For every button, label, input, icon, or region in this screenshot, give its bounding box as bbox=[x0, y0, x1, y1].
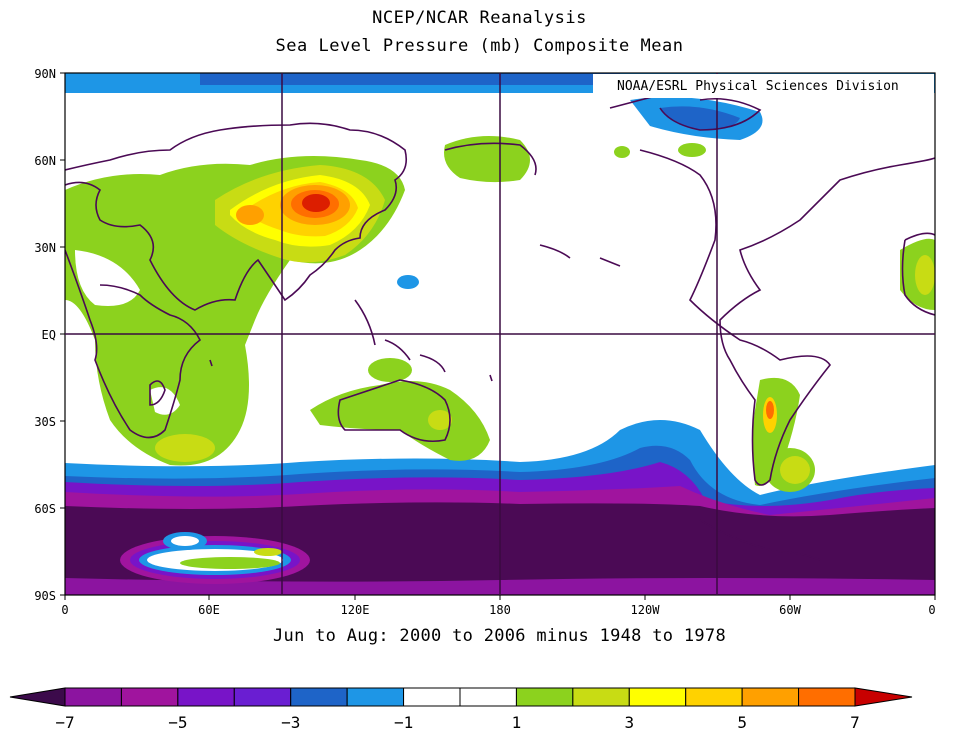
lat-labels: 90N 60N 30N EQ 30S 60S 90S bbox=[34, 67, 56, 603]
africa-white-gap bbox=[75, 250, 140, 306]
mideast-green bbox=[65, 208, 90, 250]
title-line-2: Sea Level Pressure (mb) Composite Mean bbox=[275, 36, 684, 56]
lon-label-0-west: 0 bbox=[61, 603, 68, 617]
colorbar-label: 5 bbox=[737, 713, 747, 732]
colorbar-boxes bbox=[64, 687, 856, 707]
colorbar-box bbox=[685, 687, 743, 707]
colorbar-box bbox=[64, 687, 122, 707]
antarctic-ring-green bbox=[180, 557, 280, 569]
colorbar-low-arrow bbox=[9, 687, 66, 707]
asia-side-orange bbox=[236, 205, 264, 225]
lon-label-120w: 120W bbox=[631, 603, 661, 617]
lat-label-90s: 90S bbox=[34, 589, 56, 603]
coastlines bbox=[65, 94, 935, 561]
south-africa-yellow bbox=[155, 434, 215, 462]
title-line-1: NCEP/NCAR Reanalysis bbox=[372, 8, 587, 28]
colorbar-box bbox=[741, 687, 800, 707]
colorbar-high-arrow bbox=[854, 687, 913, 707]
indonesia-positive bbox=[368, 358, 412, 382]
colorbar-box bbox=[120, 687, 179, 707]
lon-label-0-east: 0 bbox=[928, 603, 935, 617]
n-africa-yellow bbox=[915, 255, 935, 295]
lon-label-120e: 120E bbox=[341, 603, 370, 617]
lon-tick-marks bbox=[64, 595, 936, 600]
colorbar-box bbox=[346, 687, 405, 707]
colorbar-label: −3 bbox=[281, 713, 300, 732]
colorbar-box bbox=[628, 687, 687, 707]
subtitle: Jun to Aug: 2000 to 2006 minus 1948 to 1… bbox=[273, 626, 726, 646]
arctic-low-core bbox=[200, 73, 620, 85]
patagonia-orange bbox=[766, 401, 774, 419]
lon-label-180: 180 bbox=[489, 603, 511, 617]
colorbar-box bbox=[459, 687, 517, 707]
colorbar-label: −7 bbox=[55, 713, 74, 732]
alaska-positive bbox=[678, 143, 706, 157]
colorbar-box bbox=[233, 687, 292, 707]
colorbar-label: −5 bbox=[168, 713, 187, 732]
colorbar-box bbox=[515, 687, 574, 707]
colorbar: −7 −5 −3 −1 1 3 5 7 bbox=[9, 687, 913, 732]
asia-max-red bbox=[302, 194, 330, 212]
colorbar-label: −1 bbox=[394, 713, 413, 732]
lon-label-60e: 60E bbox=[198, 603, 220, 617]
lon-labels: 0 60E 120E 180 120W 60W 0 bbox=[61, 603, 935, 617]
lat-label-30n: 30N bbox=[34, 241, 56, 255]
map-panel: NOAA/ESRL Physical Sciences Division 90N… bbox=[34, 67, 936, 617]
colorbar-box bbox=[798, 687, 856, 707]
colorbar-box bbox=[177, 687, 235, 707]
grid-lines bbox=[65, 73, 935, 595]
credit-box bbox=[593, 74, 934, 98]
siberia-positive bbox=[444, 136, 530, 183]
antarctic-small-white bbox=[171, 536, 199, 546]
colorbar-label: 7 bbox=[850, 713, 860, 732]
greenland-low-core bbox=[660, 106, 740, 130]
lat-label-30s: 30S bbox=[34, 415, 56, 429]
pacific-small-low bbox=[397, 275, 419, 289]
south-atlantic-yellow bbox=[780, 456, 810, 484]
colorbar-label: 1 bbox=[512, 713, 522, 732]
lon-label-60w: 60W bbox=[779, 603, 801, 617]
lat-tick-marks bbox=[60, 72, 65, 596]
australia-yellow bbox=[428, 410, 452, 430]
lat-label-60s: 60S bbox=[34, 502, 56, 516]
canada-positive bbox=[614, 146, 630, 158]
colorbar-labels: −7 −5 −3 −1 1 3 5 7 bbox=[55, 713, 859, 732]
colorbar-box bbox=[290, 687, 348, 707]
credit-text: NOAA/ESRL Physical Sciences Division bbox=[617, 79, 899, 94]
colorbar-box bbox=[403, 687, 461, 707]
colorbar-box bbox=[572, 687, 630, 707]
lat-label-90n: 90N bbox=[34, 67, 56, 81]
lat-label-60n: 60N bbox=[34, 154, 56, 168]
colorbar-label: 3 bbox=[624, 713, 634, 732]
lat-label-eq: EQ bbox=[42, 328, 56, 342]
antarctic-ring-yellow bbox=[254, 548, 282, 556]
